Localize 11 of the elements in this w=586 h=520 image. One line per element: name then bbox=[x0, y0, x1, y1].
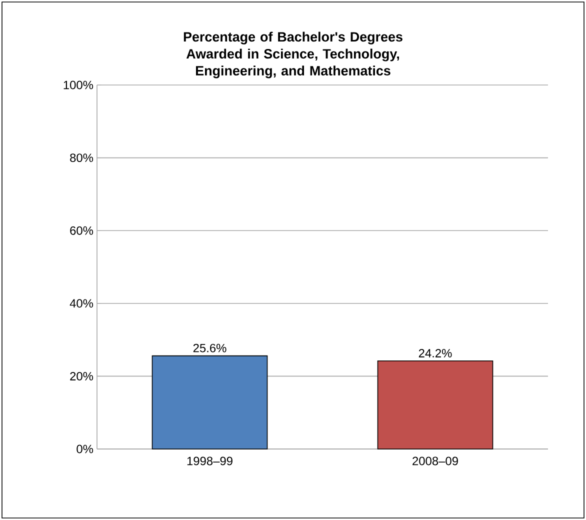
chart-title: Percentage of Bachelor's Degrees Awarded in Science, Technology, Engineering, and Mathematics bbox=[184, 32, 402, 78]
x-tick-label: 1998–99 bbox=[187, 456, 232, 466]
y-tick-label: 40% bbox=[70, 299, 94, 308]
data-label: 25.6% bbox=[193, 344, 226, 352]
x-tick-label: 2008–09 bbox=[412, 456, 458, 466]
y-tick-label: 0% bbox=[76, 444, 94, 454]
y-tick-label: 100% bbox=[64, 80, 94, 90]
y-tick-label: 80% bbox=[70, 154, 94, 162]
y-tick-label: 60% bbox=[70, 226, 94, 235]
data-label: 24.2% bbox=[418, 348, 452, 358]
y-tick-label: 20% bbox=[70, 372, 94, 380]
